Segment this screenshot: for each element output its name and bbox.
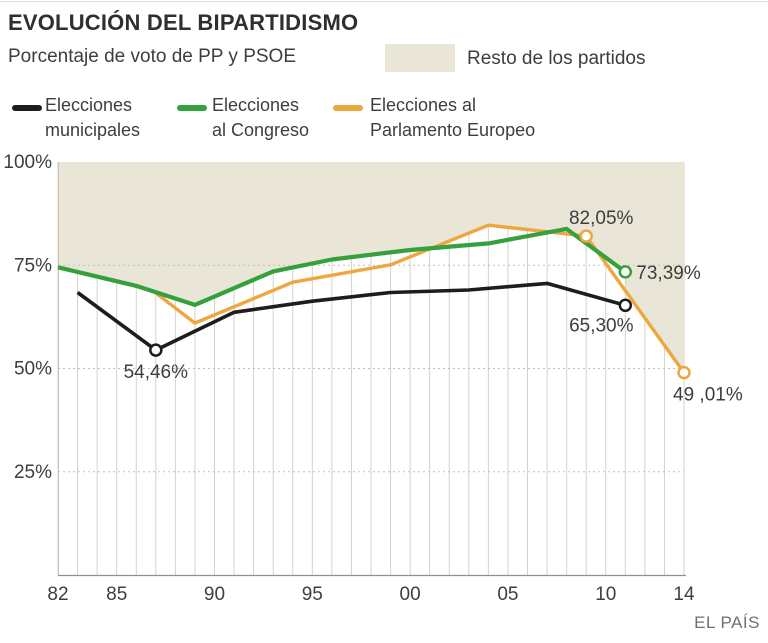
marker-municipales-2011: [618, 298, 633, 313]
rest-of-parties-area: [58, 162, 684, 373]
marker-europeas-2009: [579, 229, 593, 243]
marker-congreso-2011: [618, 265, 633, 279]
annotation-europeas-2009: 82,05%: [569, 208, 634, 229]
annotation-municipales-2011: 65,30%: [569, 315, 634, 336]
series-line-municipales: [76, 281, 626, 352]
y-tick-label-100: 100%: [3, 152, 52, 173]
legend-dash-congreso: [177, 105, 207, 111]
rest-of-parties-swatch: [385, 44, 455, 72]
x-tick-label-10: 10: [595, 584, 616, 605]
source-attribution: EL PAÍS: [694, 613, 760, 632]
annotation-europeas-2014: 49 ,01%: [673, 385, 743, 406]
chart-subtitle: Porcentaje de voto de PP y PSOE: [8, 46, 296, 67]
x-tick-label-00: 00: [400, 584, 421, 605]
top-divider: [0, 1, 768, 2]
y-tick-label-50: 50%: [14, 359, 52, 380]
marker-municipales-1987: [149, 343, 163, 357]
series-legend: Elecciones municipales Elecciones al Congre…: [0, 0, 768, 150]
x-tick-label-95: 95: [302, 584, 323, 605]
legend-dash-municipales: [12, 105, 42, 111]
chart-title: EVOLUCIÓN DEL BIPARTIDISMO: [8, 10, 359, 35]
x-tick-label-90: 90: [204, 584, 225, 605]
annotation-municipales-1987: 54,46%: [124, 362, 189, 383]
series-line-congreso: [57, 226, 627, 307]
x-tick-label-82: 82: [47, 584, 68, 605]
legend-label-europeas: Elecciones al Parlamento Europeo: [370, 95, 536, 140]
x-tick-label-05: 05: [497, 584, 518, 605]
annotation-congreso-2011: 73,39%: [636, 263, 701, 284]
y-tick-label-25: 25%: [14, 462, 52, 483]
legend-label-municipales: Elecciones municipales: [45, 95, 141, 140]
legend-dash-europeas: [333, 105, 363, 111]
x-tick-label-85: 85: [106, 584, 127, 605]
legend-label-congreso: Elecciones al Congreso: [212, 95, 310, 140]
marker-europeas-2014: [677, 365, 691, 380]
rest-of-parties-label: Resto de los partidos: [467, 48, 646, 69]
x-tick-label-14: 14: [673, 584, 695, 605]
y-tick-label-75: 75%: [14, 255, 52, 276]
